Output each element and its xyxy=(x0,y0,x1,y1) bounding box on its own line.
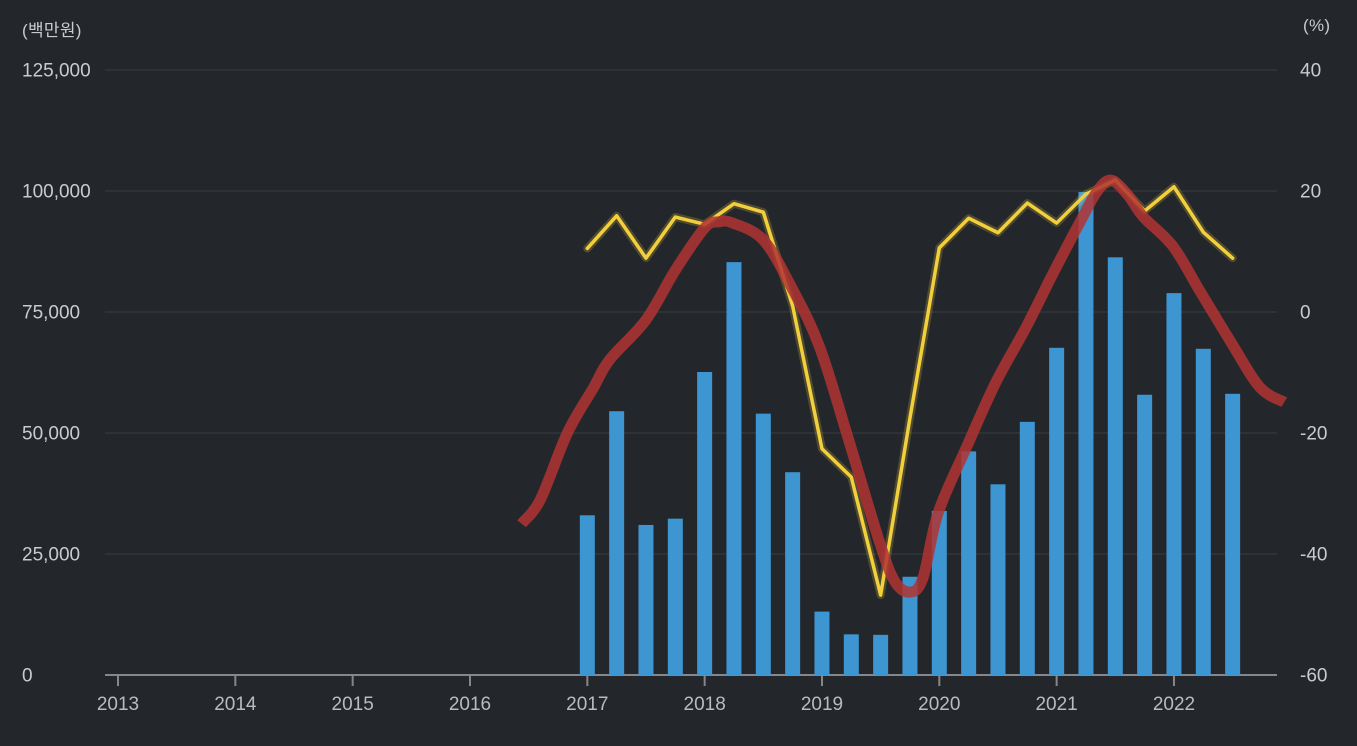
bar-2018-Q1 xyxy=(697,372,713,675)
right-axis-tick-label: 20 xyxy=(1300,182,1321,203)
bar-2022-Q3 xyxy=(1225,393,1241,675)
bar-2017-Q4 xyxy=(667,518,683,675)
right-axis-tick-label: -40 xyxy=(1300,545,1327,566)
right-axis-tick-label: -20 xyxy=(1300,424,1327,445)
x-axis-year-label: 2014 xyxy=(214,694,257,715)
bar-2022-Q2 xyxy=(1195,348,1211,675)
bar-2017-Q1 xyxy=(579,515,595,675)
x-axis-year-label: 2013 xyxy=(97,694,139,715)
bar-2020-Q2 xyxy=(961,451,977,675)
bar-2021-Q3 xyxy=(1107,257,1123,675)
red-trend-line xyxy=(517,174,1288,598)
bar-2019-Q3 xyxy=(873,634,889,675)
right-axis-tick-label: -60 xyxy=(1300,666,1327,687)
bar-2019-Q2 xyxy=(843,634,859,675)
bar-2020-Q1 xyxy=(931,510,947,675)
bar-2018-Q3 xyxy=(755,413,771,675)
left-axis-tick-label: 0 xyxy=(22,666,33,687)
x-axis-year-label: 2018 xyxy=(684,694,726,715)
left-axis-tick-label: 100,000 xyxy=(22,182,91,203)
bar-2017-Q3 xyxy=(638,524,654,675)
bar-2017-Q2 xyxy=(609,411,625,675)
left-axis-tick-label: 25,000 xyxy=(22,545,80,566)
bar-2019-Q1 xyxy=(814,611,830,675)
x-axis-year-label: 2020 xyxy=(918,694,960,715)
bar-2018-Q2 xyxy=(726,262,742,675)
bar-2020-Q4 xyxy=(1019,421,1035,675)
x-axis-year-label: 2015 xyxy=(332,694,374,715)
bar-2021-Q4 xyxy=(1137,394,1153,675)
bar-2022-Q1 xyxy=(1166,293,1182,675)
right-axis-tick-label: 40 xyxy=(1300,61,1321,82)
bar-2018-Q4 xyxy=(785,472,801,675)
right-axis-unit-label: (%) xyxy=(1303,16,1331,35)
right-axis-tick-label: 0 xyxy=(1300,303,1311,324)
bar-2021-Q1 xyxy=(1049,347,1065,675)
yellow-line-glow xyxy=(583,176,1237,600)
bar-2021-Q2 xyxy=(1078,191,1094,675)
x-axis-year-label: 2019 xyxy=(801,694,843,715)
left-axis-unit-label: (백만원) xyxy=(22,21,82,40)
x-axis-year-label: 2017 xyxy=(566,694,608,715)
left-axis-tick-label: 75,000 xyxy=(22,303,80,324)
x-axis-year-label: 2022 xyxy=(1153,694,1195,715)
x-axis-year-label: 2021 xyxy=(1035,694,1077,715)
x-axis-year-label: 2016 xyxy=(449,694,491,715)
bar-2019-Q4 xyxy=(902,576,918,675)
left-axis-tick-label: 50,000 xyxy=(22,424,80,445)
left-axis-tick-label: 125,000 xyxy=(22,61,91,82)
yellow-rate-line xyxy=(585,178,1235,597)
bar-2020-Q3 xyxy=(990,484,1006,675)
